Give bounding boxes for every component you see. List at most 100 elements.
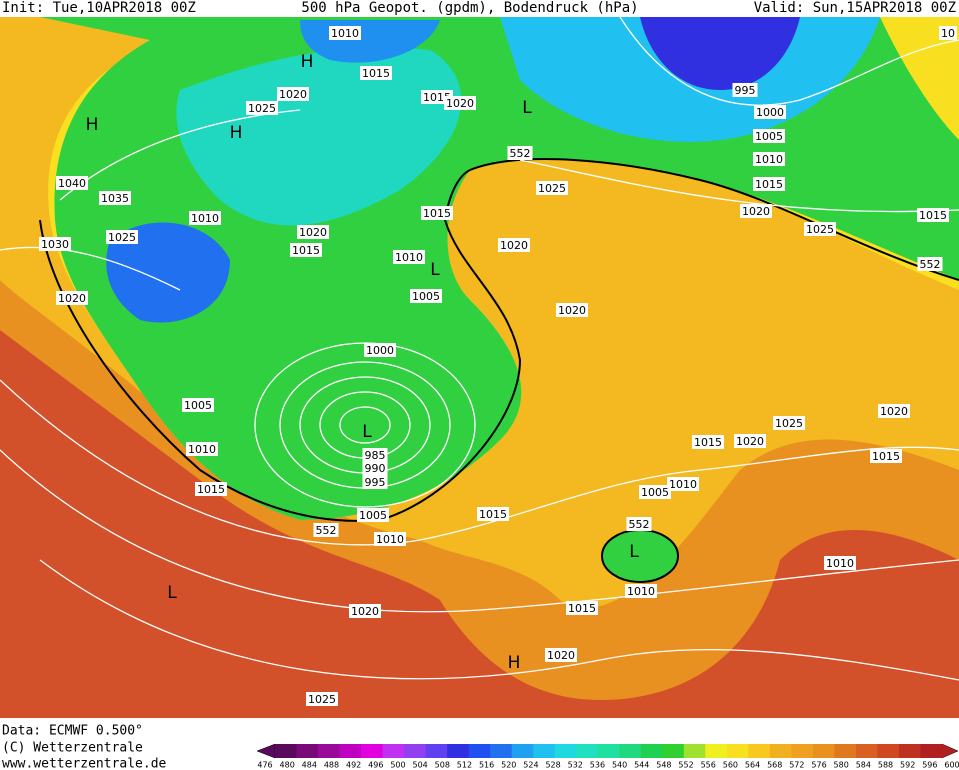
colorbar-swatch [834,744,857,758]
colorbar-label: 488 [324,761,339,770]
label-box [349,604,381,618]
label-box [313,523,339,537]
isobar-label: 995 [365,476,386,489]
label-box [306,692,338,706]
isobar-label: 1010 [376,533,404,546]
colorbar-swatch [339,744,362,758]
colorbar-label: 592 [900,761,915,770]
colorbar-label: 536 [590,761,605,770]
label-box [692,435,724,449]
colorbar-label: 484 [302,761,317,770]
label-box [870,449,902,463]
colorbar-label: 552 [678,761,693,770]
colorbar-swatch [705,744,728,758]
colorbar-label: 568 [767,761,782,770]
pressure-center: L [430,260,440,280]
colorbar-swatch [791,744,814,758]
colorbar-label: 576 [811,761,826,770]
colorbar-label: 560 [723,761,738,770]
colorbar-label: 548 [656,761,671,770]
label-box [362,448,388,462]
label-box [753,129,785,143]
isobar-label: 1010 [755,153,783,166]
colorbar-swatch [425,744,448,758]
label-box [498,238,530,252]
isobar-label: 990 [365,462,386,475]
label-box [195,482,227,496]
colorbar-label: 524 [523,761,538,770]
isobar-label: 1010 [395,251,423,264]
isobar-label: 552 [510,147,531,160]
isobar-label: 1020 [351,605,379,618]
label-box [626,517,652,531]
colorbar-swatch [855,744,878,758]
isobar-label: 1015 [694,436,722,449]
isobar-label: 1020 [279,88,307,101]
pressure-center: H [301,52,314,72]
colorbar-label: 544 [634,761,649,770]
colorbar-swatch [769,744,792,758]
label-box [773,416,805,430]
label-box [357,508,389,522]
pressure-center: L [167,583,177,603]
isobar-label: 1020 [880,405,908,418]
label-box [39,237,71,251]
isobar-label: 1010 [669,478,697,491]
map-background [0,16,959,718]
isobar-label: 10 [941,27,955,40]
label-box [360,66,392,80]
colorbar-label: 584 [856,761,871,770]
isobar-label: 1010 [188,443,216,456]
colorbar-swatch [683,744,706,758]
isobar-label: 1025 [108,231,136,244]
pressure-center: L [522,98,532,118]
isobar-label: 1020 [742,205,770,218]
init-time: Init: Tue,10APR2018 00Z [2,0,196,16]
isobar-label: 1005 [359,509,387,522]
label-box [56,176,88,190]
colorbar-label: 492 [346,761,361,770]
label-box [444,96,476,110]
label-box [182,398,214,412]
colorbar-swatch [877,744,900,758]
isobar-label: 1015 [292,244,320,257]
copyright: (C) Wetterzentrale [2,741,143,756]
isobar-label: 1010 [191,212,219,225]
isobar-label: 1005 [641,486,669,499]
label-box [566,601,598,615]
isobar-label: 552 [920,258,941,271]
isobar-label: 1030 [41,238,69,251]
label-box [364,343,396,357]
isobar-label: 1015 [362,67,390,80]
label-box [410,289,442,303]
colorbar-swatch [726,744,749,758]
isobar-label: 985 [365,449,386,462]
isobar-label: 552 [316,524,337,537]
colorbar-label: 556 [701,761,716,770]
pressure-center: L [362,422,372,442]
isobar-label: 1000 [366,344,394,357]
isobar-label: 1025 [248,102,276,115]
isobar-label: 1015 [919,209,947,222]
colorbar-label: 496 [368,761,383,770]
label-box [290,243,322,257]
colorbar-swatch [812,744,835,758]
colorbar-swatch [597,744,620,758]
label-box [804,222,836,236]
label-box [536,181,568,195]
colorbar-swatch [490,744,513,758]
colorbar-swatch [447,744,470,758]
isobar-label: 1025 [538,182,566,195]
colorbar-swatch [748,744,771,758]
label-box [297,225,329,239]
isobar-label: 1020 [299,226,327,239]
isobar-label: 552 [629,518,650,531]
colorbar-label: 596 [922,761,937,770]
colorbar-swatch [468,744,491,758]
isobar-label: 1015 [423,207,451,220]
label-box [393,250,425,264]
label-box [824,556,856,570]
